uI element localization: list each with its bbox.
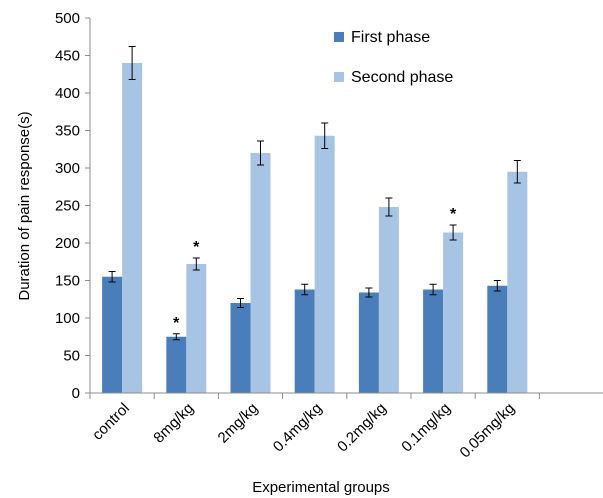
significance-asterisk: * — [450, 206, 457, 223]
error-bars-group — [108, 46, 521, 341]
bar-second-phase — [443, 232, 464, 393]
bar-first-phase — [358, 292, 379, 393]
y-tick-label: 500 — [55, 10, 80, 27]
x-axis-tick-labels: control 8mg/kg 2mg/kg 0.4mg/kg 0.2mg/kg 0.1mg… — [89, 400, 518, 462]
significance-asterisk: * — [173, 315, 180, 332]
y-tick-label: 350 — [55, 123, 80, 140]
y-tick-label: 100 — [55, 310, 80, 327]
y-tick-label: 300 — [55, 160, 80, 177]
significance-marks-group: * * * — [173, 206, 457, 332]
bar-second-phase — [378, 207, 399, 393]
bar-first-phase — [230, 303, 251, 393]
y-tick-label: 200 — [55, 235, 80, 252]
bars-group — [102, 63, 528, 393]
y-tick-label: 0 — [72, 385, 80, 402]
bar-second-phase — [122, 63, 143, 393]
y-tick-label: 400 — [55, 85, 80, 102]
y-axis-ticks: 0 50 100 150 200 250 300 350 400 450 500 — [55, 10, 90, 402]
x-tick-label: 8mg/kg — [150, 400, 197, 447]
legend-swatch-first-phase — [334, 32, 344, 42]
x-axis-title: Experimental groups — [252, 479, 390, 496]
legend-swatch-second-phase — [334, 72, 344, 82]
bar-second-phase — [250, 153, 271, 393]
legend-label-first-phase: First phase — [351, 29, 430, 46]
x-tick-label: control — [89, 400, 133, 444]
y-tick-label: 50 — [63, 348, 80, 365]
bar-second-phase — [186, 264, 207, 393]
legend-label-second-phase: Second phase — [351, 69, 453, 86]
x-tick-label: 0.05mg/kg — [457, 400, 519, 462]
bar-second-phase — [314, 135, 335, 393]
x-tick-label: 2mg/kg — [215, 400, 262, 447]
bar-first-phase — [166, 336, 187, 393]
x-axis-ticks — [89, 393, 540, 399]
x-tick-label: 0.2mg/kg — [334, 400, 390, 456]
x-tick-label: 0.4mg/kg — [270, 400, 326, 456]
y-axis-title: Duration of pain response(s) — [16, 111, 33, 300]
y-tick-label: 150 — [55, 273, 80, 290]
bar-first-phase — [294, 289, 315, 393]
bar-first-phase — [487, 285, 508, 393]
legend: First phase Second phase — [334, 29, 453, 86]
bar-first-phase — [102, 276, 123, 393]
bar-second-phase — [507, 171, 528, 393]
y-tick-label: 250 — [55, 198, 80, 215]
significance-asterisk: * — [193, 239, 200, 256]
y-tick-label: 450 — [55, 48, 80, 65]
x-tick-label: 0.1mg/kg — [398, 400, 454, 456]
bar-first-phase — [423, 289, 444, 393]
